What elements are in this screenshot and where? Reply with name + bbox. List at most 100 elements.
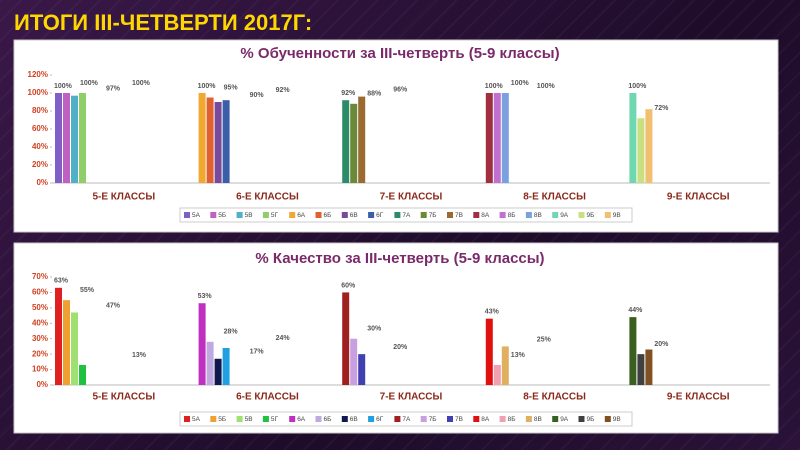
legend-swatch [525, 212, 532, 218]
legend-label: 7Б [429, 212, 437, 219]
legend-swatch [578, 212, 585, 218]
legend-label: 9А [560, 416, 569, 423]
legend-label: 9Б [587, 212, 595, 219]
legend-label: 8А [481, 416, 490, 423]
chart-title: % Обученности за III-четверть (5-9 класс… [240, 45, 559, 62]
legend-swatch [473, 212, 480, 218]
legend-swatch [499, 416, 506, 422]
data-label: 95% [224, 84, 239, 91]
data-label: 13% [132, 352, 147, 359]
y-tick-label: 60% [32, 288, 48, 297]
legend-label: 6Б [324, 416, 332, 423]
legend-swatch [210, 212, 217, 218]
x-tick-label: 5-Е КЛАССЫ [92, 192, 155, 203]
legend-label: 7В [455, 212, 463, 219]
legend-label: 5В [245, 212, 253, 219]
data-label: 43% [485, 309, 500, 316]
legend-swatch [394, 416, 401, 422]
legend-swatch [262, 212, 269, 218]
bar [71, 312, 78, 385]
legend-swatch [420, 416, 427, 422]
x-tick-label: 8-Е КЛАССЫ [523, 392, 586, 403]
data-label: 90% [250, 92, 265, 99]
legend-swatch [368, 416, 375, 422]
bar [79, 93, 86, 183]
legend-swatch [552, 416, 559, 422]
bar [485, 93, 493, 183]
legend-swatch [368, 212, 375, 218]
legend-label: 6Г [376, 416, 384, 423]
legend-label: 5Г [271, 416, 279, 423]
legend-label: 7Б [429, 416, 437, 423]
chart-panel [13, 39, 779, 233]
legend-swatch [289, 212, 296, 218]
legend-label: 5А [192, 212, 201, 219]
legend-swatch [341, 212, 348, 218]
y-tick-label: 50% [32, 303, 48, 312]
y-tick-label: 80% [32, 106, 48, 115]
data-label: 24% [276, 335, 291, 342]
bar [63, 93, 70, 183]
data-label: 47% [106, 302, 121, 309]
legend-swatch [552, 212, 559, 218]
legend-swatch [447, 212, 453, 218]
legend-box [179, 207, 633, 223]
y-tick-label: 30% [32, 334, 48, 343]
data-label: 17% [250, 349, 265, 356]
bar [501, 346, 509, 385]
legend-label: 6В [350, 416, 358, 423]
x-tick-label: 6-Е КЛАССЫ [236, 192, 299, 203]
bar [501, 93, 509, 183]
legend-label: 6В [350, 212, 358, 219]
legend-label: 5А [192, 416, 201, 423]
legend-swatch [236, 212, 243, 218]
legend-swatch [184, 416, 190, 422]
legend-label: 6А [297, 212, 306, 219]
data-label: 92% [276, 87, 291, 94]
data-label: 44% [628, 307, 643, 314]
legend-label: 9Б [587, 416, 595, 423]
bar [71, 95, 78, 183]
legend-swatch [447, 416, 453, 422]
data-label: 100% [54, 83, 73, 90]
y-tick-label: 20% [32, 160, 48, 169]
legend-label: 8А [481, 212, 490, 219]
bar [206, 341, 214, 385]
y-tick-label: 40% [32, 318, 48, 327]
data-label: 25% [537, 336, 552, 343]
legend-label: 9В [613, 416, 621, 423]
legend-swatch [525, 416, 532, 422]
data-label: 72% [654, 105, 669, 112]
data-label: 100% [132, 80, 151, 87]
legend-label: 5Б [218, 212, 226, 219]
bar [79, 364, 86, 385]
x-tick-label: 7-Е КЛАССЫ [380, 192, 443, 203]
data-label: 92% [341, 90, 356, 97]
bar [493, 364, 501, 385]
bar [214, 102, 222, 183]
x-tick-label: 8-Е КЛАССЫ [523, 192, 586, 203]
y-tick-label: 10% [32, 365, 48, 374]
bar [637, 118, 645, 183]
data-label: 13% [511, 352, 526, 359]
legend-label: 8В [534, 416, 542, 423]
legend-swatch [420, 212, 427, 218]
slide-title: ИТОГИ III-ЧЕТВЕРТИ 2017Г: [14, 10, 312, 35]
legend-swatch [210, 416, 217, 422]
chart-title: % Качество за III-четверть (5-9 классы) [255, 250, 544, 267]
legend-label: 8Б [508, 416, 516, 423]
data-label: 88% [367, 91, 382, 98]
bar [358, 354, 366, 385]
data-label: 20% [654, 341, 669, 348]
x-tick-label: 9-Е КЛАССЫ [667, 192, 730, 203]
legend-swatch [315, 212, 322, 218]
data-label: 100% [511, 80, 530, 87]
data-label: 100% [537, 83, 556, 90]
data-label: 28% [224, 329, 239, 336]
y-tick-label: 60% [32, 124, 48, 133]
data-label: 60% [341, 282, 356, 289]
legend-swatch [578, 416, 585, 422]
bar [358, 96, 366, 183]
